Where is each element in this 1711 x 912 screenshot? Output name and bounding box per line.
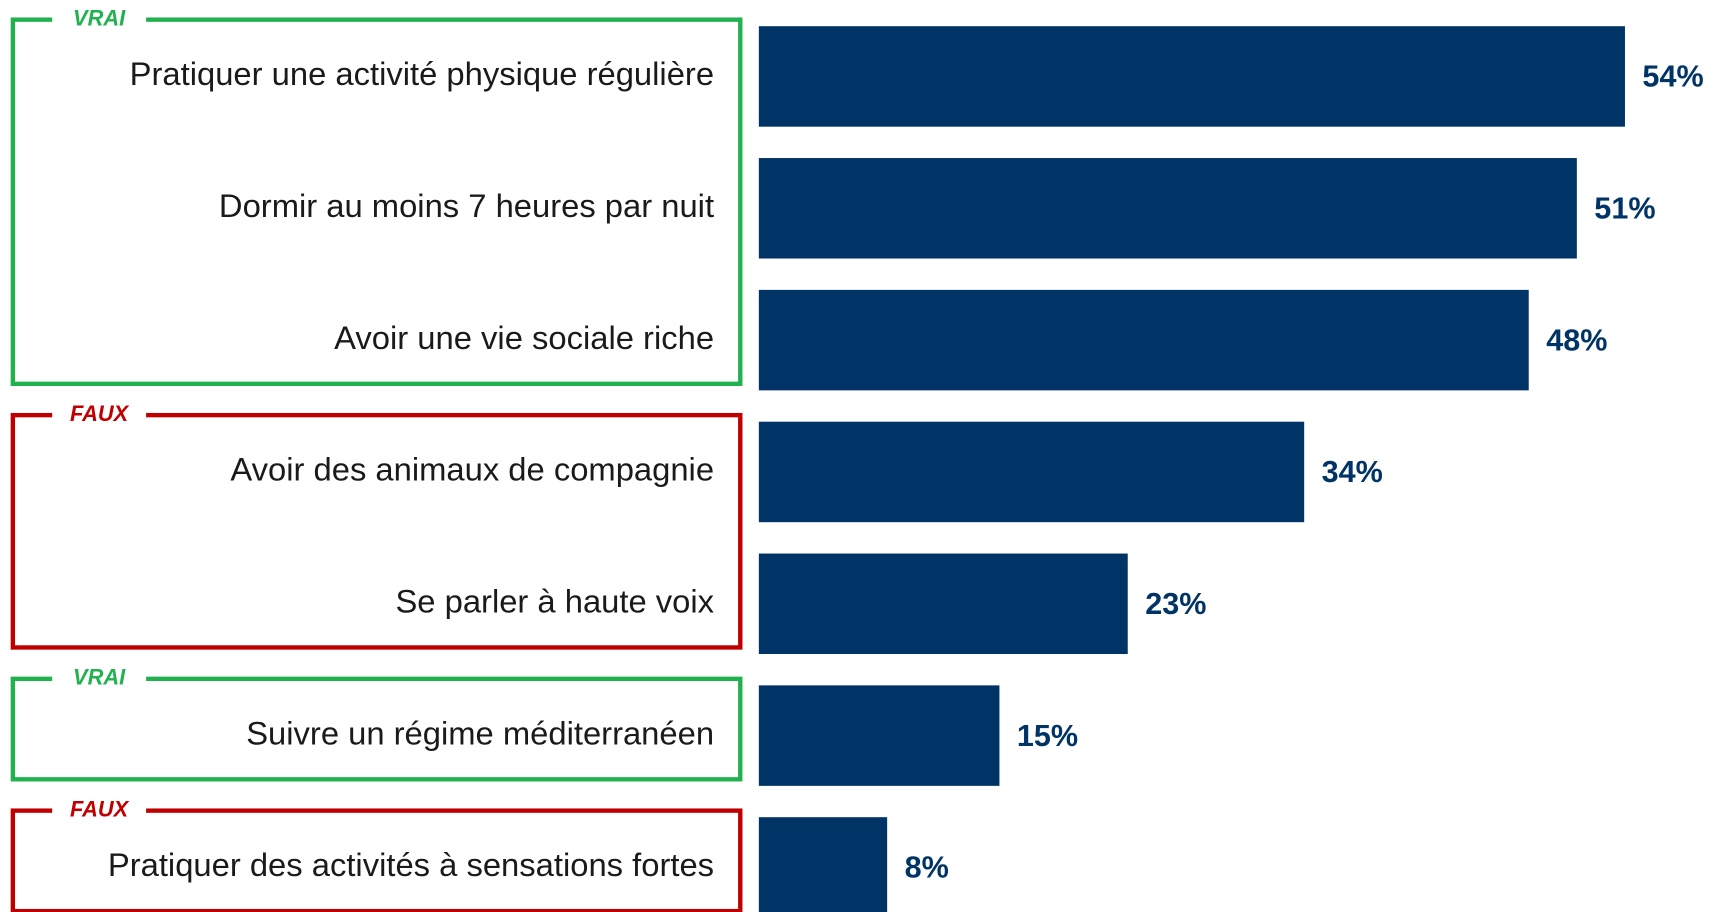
group-label: FAUX [70, 401, 130, 426]
group-label: FAUX [70, 796, 130, 821]
value-label: 23% [1145, 587, 1206, 621]
group-label: VRAI [73, 665, 126, 690]
bar [758, 158, 1577, 259]
category-label: Avoir une vie sociale riche [334, 319, 714, 356]
group-label: VRAI [73, 5, 126, 30]
group-box [10, 808, 743, 912]
bar [758, 26, 1625, 127]
category-label: Avoir des animaux de compagnie [230, 451, 714, 488]
group-label-gap [52, 402, 147, 429]
value-label: 51% [1594, 192, 1655, 226]
value-label: 48% [1546, 323, 1607, 357]
value-label: 8% [905, 851, 949, 885]
category-label: Suivre un régime méditerranéen [246, 714, 714, 751]
category-label: Pratiquer des activités à sensations for… [108, 846, 714, 883]
value-label: 54% [1642, 60, 1703, 94]
bar [758, 553, 1128, 655]
group-label-gap [52, 665, 147, 692]
value-label: 34% [1322, 455, 1383, 489]
group-box [10, 676, 743, 782]
category-label: Dormir au moins 7 heures par nuit [219, 187, 714, 224]
bar [758, 421, 1305, 523]
category-label: Pratiquer une activité physique régulièr… [130, 55, 714, 92]
group-label-gap [52, 6, 147, 33]
group-label-gap [52, 797, 147, 824]
bar [758, 685, 1000, 786]
category-label: Se parler à haute voix [395, 582, 714, 619]
group-box [10, 412, 743, 650]
bar [758, 289, 1529, 391]
value-label: 15% [1017, 719, 1078, 753]
group-box [10, 17, 743, 386]
bar [758, 817, 888, 912]
